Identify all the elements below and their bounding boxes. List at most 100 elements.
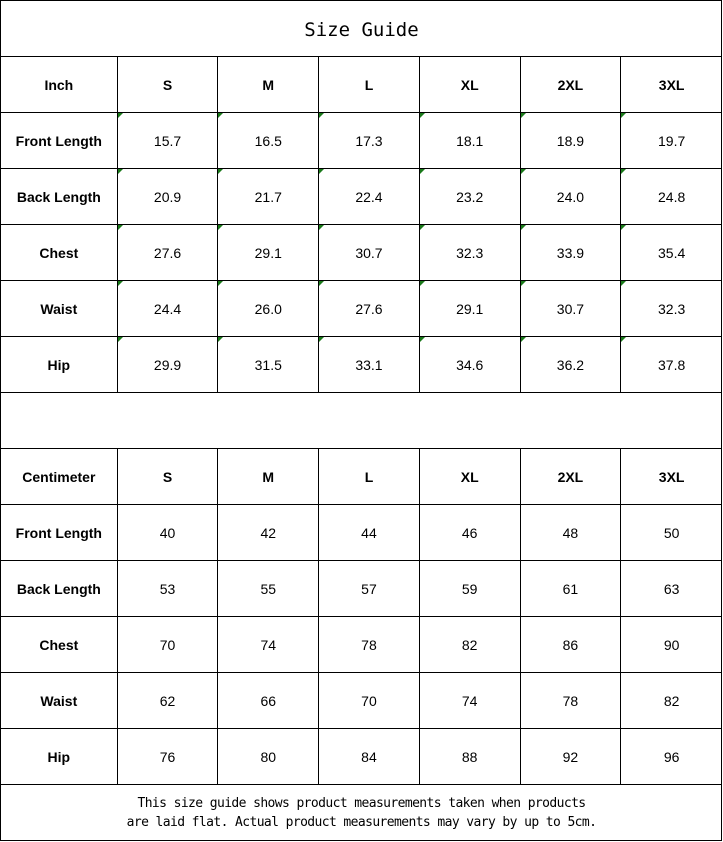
table-cell: 29.1 — [419, 281, 521, 336]
measurement-label: Chest — [1, 617, 118, 672]
table-row: Front Length 15.7 16.5 17.3 18.1 18.9 19.7 — [1, 113, 722, 169]
table-cell: 27.6 — [117, 225, 219, 280]
measurement-label: Back Length — [1, 169, 118, 224]
table-cell: 30.7 — [319, 225, 420, 280]
table-cell: 24.0 — [520, 169, 622, 224]
table-row: Back Length 20.9 21.7 22.4 23.2 24.0 24.8 — [1, 169, 722, 225]
table-cell: 66 — [218, 673, 320, 728]
table-cell: 32.3 — [419, 225, 521, 280]
table-cell: 53 — [118, 561, 219, 616]
table-cell: 88 — [420, 729, 521, 784]
table-cell: 20.9 — [117, 169, 219, 224]
table-cell: 90 — [663, 636, 680, 653]
size-header: 2XL — [521, 57, 622, 112]
footer-note: This size guide shows product measuremen… — [1, 785, 722, 841]
header-row: Centimeter S M L XL 2XL 3XL — [1, 449, 722, 505]
table-cell: 27.6 — [319, 281, 420, 336]
table-cell: 84 — [319, 729, 420, 784]
table-cell: 30.7 — [520, 281, 622, 336]
footer-line-1: This size guide shows product measuremen… — [137, 796, 586, 811]
table-cell: 78 — [319, 617, 420, 672]
table-cell: 44 — [319, 505, 420, 560]
unit-label: Inch — [1, 57, 118, 112]
table-row: Chest 27.6 29.1 30.7 32.3 33.9 35.4 — [1, 225, 722, 281]
table-cell: 22.4 — [319, 169, 420, 224]
table-cell: 36.2 — [520, 337, 622, 392]
header-row: Inch S M L XL 2XL 3XL — [1, 57, 722, 113]
table-cell: 18.9 — [520, 113, 622, 168]
measurement-label: Chest — [1, 225, 118, 280]
table-cell: 76 — [118, 729, 219, 784]
table-row: Hip 29.9 31.5 33.1 34.6 36.2 37.8 — [1, 337, 722, 393]
size-header: M — [218, 57, 320, 112]
size-header: 3XL — [658, 468, 685, 485]
measurement-label: Front Length — [1, 505, 118, 560]
inch-table: Inch S M L XL 2XL 3XL Front Length 15.7 16.5 17.3 1… — [1, 57, 722, 393]
table-cell: 16.5 — [218, 113, 320, 168]
size-header: L — [319, 57, 420, 112]
measurement-label: Hip — [1, 337, 118, 392]
table-cell: 50 — [663, 524, 680, 541]
table-row: Front Length 40 42 44 46 48 50 — [1, 505, 722, 561]
table-row: Chest 70 74 78 82 86 90 — [1, 617, 722, 673]
table-row: Back Length 53 55 57 59 61 63 — [1, 561, 722, 617]
table-row: Hip 76 80 84 88 92 96 — [1, 729, 722, 785]
size-header: S — [118, 57, 219, 112]
table-cell: 24.8 — [621, 169, 722, 224]
table-cell: 40 — [118, 505, 219, 560]
table-cell: 37.8 — [621, 337, 722, 392]
unit-label: Centimeter — [1, 449, 118, 504]
table-cell: 48 — [521, 505, 622, 560]
table-cell: 26.0 — [218, 281, 320, 336]
size-header: S — [118, 449, 219, 504]
table-row: Waist 62 66 70 74 78 82 — [1, 673, 722, 729]
size-header: 3XL — [658, 76, 685, 93]
table-cell: 33.1 — [319, 337, 420, 392]
centimeter-table: Centimeter S M L XL 2XL 3XL Front Length 40 42 44 4… — [1, 449, 722, 785]
measurement-label: Waist — [1, 281, 118, 336]
table-cell: 86 — [521, 617, 622, 672]
table-cell: 70 — [118, 617, 219, 672]
measurement-label: Front Length — [1, 113, 118, 168]
table-cell: 32.3 — [621, 281, 722, 336]
table-cell: 29.9 — [117, 337, 219, 392]
table-cell: 70 — [319, 673, 420, 728]
table-cell: 18.1 — [419, 113, 521, 168]
table-cell: 23.2 — [419, 169, 521, 224]
table-cell: 57 — [319, 561, 420, 616]
table-cell: 24.4 — [117, 281, 219, 336]
measurement-label: Hip — [1, 729, 118, 784]
table-cell: 82 — [420, 617, 521, 672]
table-cell: 46 — [420, 505, 521, 560]
table-cell: 96 — [663, 748, 680, 765]
table-cell: 61 — [521, 561, 622, 616]
table-cell: 92 — [521, 729, 622, 784]
table-cell: 31.5 — [218, 337, 320, 392]
size-header: XL — [420, 57, 521, 112]
measurement-label: Waist — [1, 673, 118, 728]
table-cell: 34.6 — [419, 337, 521, 392]
measurement-label: Back Length — [1, 561, 118, 616]
table-cell: 62 — [118, 673, 219, 728]
table-cell: 74 — [218, 617, 320, 672]
size-header: M — [218, 449, 320, 504]
table-cell: 42 — [218, 505, 320, 560]
size-header: 2XL — [521, 449, 622, 504]
table-cell: 82 — [663, 692, 680, 709]
table-cell: 74 — [420, 673, 521, 728]
table-cell: 33.9 — [520, 225, 622, 280]
size-header: L — [319, 449, 420, 504]
table-cell: 63 — [663, 580, 680, 597]
table-cell: 15.7 — [117, 113, 219, 168]
table-cell: 78 — [521, 673, 622, 728]
table-row: Waist 24.4 26.0 27.6 29.1 30.7 32.3 — [1, 281, 722, 337]
table-cell: 21.7 — [218, 169, 320, 224]
table-cell: 19.7 — [621, 113, 722, 168]
table-cell: 55 — [218, 561, 320, 616]
table-cell: 80 — [218, 729, 320, 784]
spacer-row — [1, 393, 722, 449]
table-cell: 59 — [420, 561, 521, 616]
table-cell: 35.4 — [621, 225, 722, 280]
footer-line-2: are laid flat. Actual product measuremen… — [126, 815, 597, 830]
